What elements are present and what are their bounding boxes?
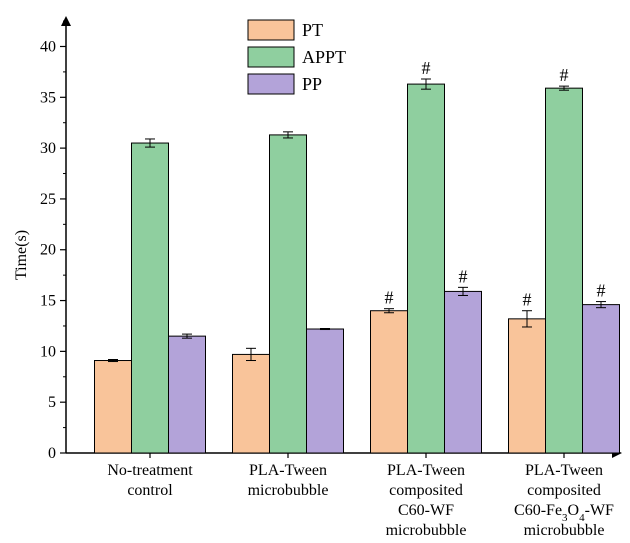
- y-tick-label: 15: [40, 293, 56, 310]
- bar-appt: [131, 142, 169, 454]
- bar-pt: [232, 353, 270, 454]
- bar-pp: [582, 304, 620, 454]
- y-tick-label: 25: [40, 191, 56, 208]
- significance-mark: #: [597, 281, 606, 301]
- y-axis-label: Time(s): [13, 230, 30, 280]
- legend-swatch-appt: [247, 46, 295, 68]
- significance-mark: #: [385, 288, 394, 308]
- bar-appt: [269, 134, 307, 454]
- legend-label-pp: PP: [302, 74, 322, 94]
- y-tick-label: 5: [48, 394, 56, 411]
- bar-pp: [306, 328, 344, 454]
- legend-swatch-pt: [247, 19, 295, 41]
- x-tick-label-line: PLA-Tween: [525, 462, 603, 479]
- x-tick-label-line: microbubble: [524, 522, 605, 539]
- legend-swatch-pp: [247, 73, 295, 95]
- legend-label-appt: APPT: [302, 47, 346, 67]
- x-tick-label-line: composited: [527, 482, 601, 499]
- x-tick-label: PLA-Tween composited C60-WF microbubble: [386, 462, 467, 539]
- x-tick-label: No-treatment control: [107, 462, 193, 499]
- x-tick-label-line: control: [127, 482, 173, 499]
- bar-pp: [168, 335, 206, 454]
- axes: 0 5 10 15 20 25 30 35 40 No-treatment control PLA-T…: [40, 16, 622, 539]
- bar-appt: [545, 87, 583, 454]
- bar-pp: [444, 290, 482, 454]
- x-tick-label-line: PLA-Tween: [387, 462, 465, 479]
- x-tick-label-line: microbubble: [386, 522, 467, 539]
- bar-pt: [370, 310, 408, 454]
- y-tick-label: 0: [48, 445, 56, 462]
- significance-mark: #: [523, 290, 532, 310]
- y-tick-label: 35: [40, 89, 56, 106]
- bar-pt: [94, 360, 132, 454]
- bars: # # # # # #: [94, 58, 620, 454]
- significance-mark: #: [459, 266, 468, 286]
- bar-pt: [508, 318, 546, 454]
- y-tick-label: 20: [40, 242, 56, 259]
- subscript: 3: [562, 512, 568, 524]
- significance-mark: #: [422, 58, 431, 78]
- subscript: 4: [579, 512, 585, 524]
- legend: PT APPT PP: [247, 19, 346, 95]
- bar-appt: [407, 83, 445, 454]
- x-tick-label-line: PLA-Tween: [249, 462, 327, 479]
- significance-mark: #: [560, 65, 569, 85]
- x-tick-label-line: No-treatment: [107, 462, 193, 479]
- x-tick-label-line: C60-WF: [398, 502, 454, 519]
- y-tick-label: 30: [40, 140, 56, 157]
- x-tick-label: PLA-Tween microbubble: [248, 462, 329, 499]
- x-tick-label-line: composited: [389, 482, 463, 499]
- y-tick-label: 40: [40, 38, 56, 55]
- x-tick-label: PLA-Tween composited C60-Fe3O4-WF microbubb…: [514, 462, 614, 539]
- x-tick-label-line: microbubble: [248, 482, 329, 499]
- y-tick-label: 10: [40, 343, 56, 360]
- x-tick-label-line: C60-Fe3O4-WF: [514, 502, 614, 524]
- legend-label-pt: PT: [302, 20, 323, 40]
